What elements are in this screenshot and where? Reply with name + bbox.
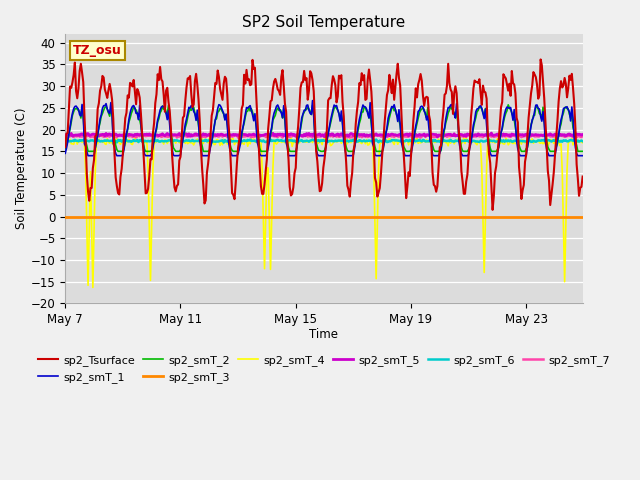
sp2_smT_7: [579, 133, 586, 139]
sp2_smT_4: [61, 141, 69, 146]
sp2_smT_7: [422, 134, 429, 140]
sp2_smT_2: [472, 115, 479, 120]
sp2_smT_5: [101, 133, 109, 139]
sp2_smT_4: [538, 140, 546, 145]
sp2_smT_5: [538, 132, 546, 138]
sp2_smT_3: [460, 214, 468, 219]
sp2_smT_4: [423, 137, 431, 143]
sp2_smT_5: [579, 132, 586, 137]
sp2_smT_2: [538, 117, 546, 122]
Line: sp2_smT_7: sp2_smT_7: [65, 134, 582, 138]
sp2_smT_1: [462, 153, 470, 158]
sp2_smT_2: [504, 102, 512, 108]
Legend: sp2_Tsurface, sp2_smT_1, sp2_smT_2, sp2_smT_3, sp2_smT_4, sp2_smT_5, sp2_smT_6, : sp2_Tsurface, sp2_smT_1, sp2_smT_2, sp2_…: [33, 351, 614, 387]
sp2_smT_6: [538, 137, 546, 143]
sp2_smT_6: [220, 140, 228, 145]
Line: sp2_smT_4: sp2_smT_4: [65, 137, 582, 288]
sp2_smT_7: [363, 133, 371, 139]
Text: TZ_osu: TZ_osu: [73, 44, 122, 57]
sp2_smT_2: [579, 148, 586, 154]
sp2_smT_3: [471, 214, 479, 219]
sp2_smT_4: [287, 134, 295, 140]
sp2_smT_3: [420, 214, 428, 219]
sp2_smT_2: [61, 146, 69, 152]
sp2_smT_3: [61, 214, 69, 219]
sp2_smT_4: [102, 142, 110, 147]
sp2_smT_3: [579, 214, 586, 219]
sp2_Tsurface: [460, 191, 468, 197]
sp2_Tsurface: [471, 78, 479, 84]
sp2_Tsurface: [579, 174, 586, 180]
sp2_smT_6: [101, 137, 109, 143]
Line: sp2_Tsurface: sp2_Tsurface: [65, 60, 582, 210]
sp2_smT_3: [101, 214, 109, 219]
sp2_smT_4: [89, 285, 97, 290]
sp2_smT_2: [102, 104, 110, 109]
sp2_Tsurface: [61, 144, 69, 150]
X-axis label: Time: Time: [310, 328, 339, 341]
sp2_Tsurface: [538, 62, 546, 68]
sp2_smT_6: [372, 137, 380, 143]
sp2_Tsurface: [420, 103, 428, 108]
sp2_smT_7: [101, 133, 109, 139]
sp2_smT_6: [462, 138, 470, 144]
sp2_Tsurface: [537, 57, 545, 62]
sp2_smT_3: [362, 214, 369, 219]
sp2_smT_2: [422, 112, 429, 118]
sp2_smT_2: [461, 148, 469, 154]
sp2_smT_6: [473, 139, 481, 144]
sp2_smT_1: [538, 118, 546, 124]
sp2_smT_1: [61, 150, 69, 156]
sp2_smT_7: [538, 132, 546, 138]
sp2_smT_1: [579, 153, 586, 158]
Line: sp2_smT_1: sp2_smT_1: [65, 100, 582, 156]
sp2_smT_6: [579, 138, 586, 144]
sp2_Tsurface: [101, 86, 109, 92]
sp2_smT_4: [462, 135, 470, 141]
sp2_smT_1: [308, 97, 316, 103]
sp2_smT_5: [61, 134, 69, 140]
sp2_Tsurface: [489, 207, 497, 213]
sp2_smT_5: [362, 133, 369, 139]
sp2_smT_6: [363, 138, 371, 144]
sp2_smT_5: [420, 131, 428, 137]
sp2_smT_1: [84, 153, 92, 158]
Line: sp2_smT_6: sp2_smT_6: [65, 140, 582, 143]
sp2_smT_1: [423, 117, 431, 123]
sp2_smT_4: [579, 140, 586, 145]
sp2_smT_3: [536, 214, 543, 219]
sp2_smT_2: [84, 148, 92, 154]
sp2_smT_5: [461, 132, 469, 137]
Line: sp2_smT_2: sp2_smT_2: [65, 105, 582, 151]
sp2_smT_2: [363, 108, 371, 114]
Title: SP2 Soil Temperature: SP2 Soil Temperature: [243, 15, 406, 30]
sp2_smT_5: [488, 130, 495, 136]
sp2_smT_1: [102, 101, 110, 107]
sp2_smT_5: [433, 134, 441, 140]
sp2_smT_4: [473, 142, 481, 148]
sp2_smT_1: [473, 106, 481, 112]
sp2_smT_7: [458, 132, 465, 137]
sp2_smT_7: [61, 133, 69, 139]
sp2_smT_4: [364, 142, 372, 148]
sp2_smT_6: [61, 138, 69, 144]
Y-axis label: Soil Temperature (C): Soil Temperature (C): [15, 108, 28, 229]
sp2_smT_1: [364, 111, 372, 117]
Line: sp2_smT_5: sp2_smT_5: [65, 133, 582, 137]
sp2_Tsurface: [362, 97, 369, 103]
sp2_smT_7: [462, 134, 470, 140]
sp2_smT_5: [472, 132, 479, 137]
sp2_smT_6: [423, 139, 431, 144]
sp2_smT_7: [236, 135, 243, 141]
sp2_smT_7: [473, 133, 481, 139]
